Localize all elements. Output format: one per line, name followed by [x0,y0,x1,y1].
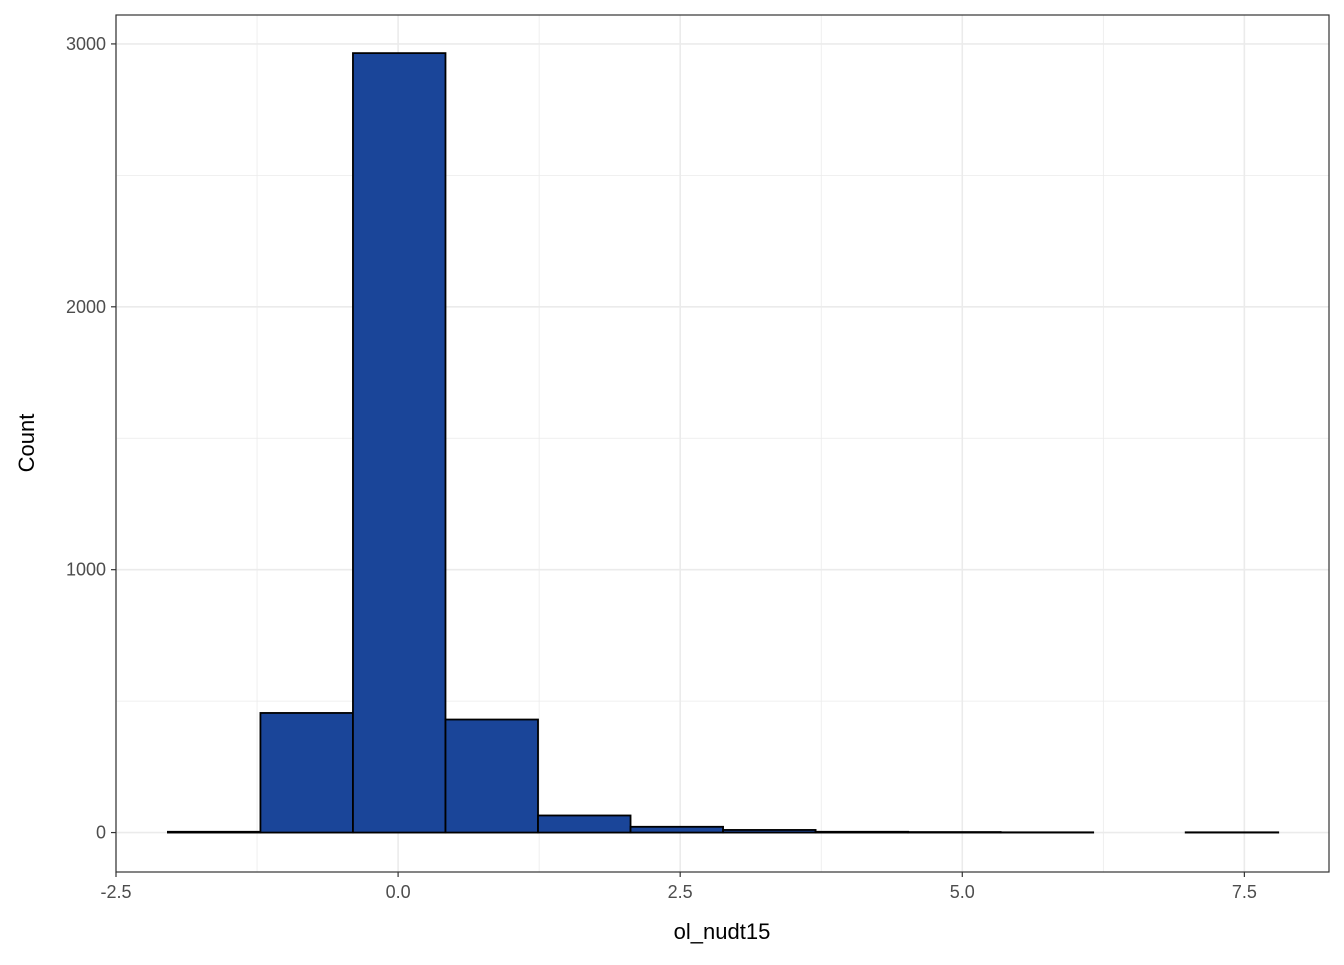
histogram-bar [260,713,353,833]
y-tick-label: 3000 [66,34,106,54]
histogram-bar [168,832,261,833]
ticks-layer: -2.5 0.0 2.5 5.0 7.5 0 1000 2000 3000 [66,34,1257,902]
y-axis-title: Count [14,414,39,473]
histogram-bar [723,830,816,833]
y-tick-label: 1000 [66,560,106,580]
histogram-bar [445,720,538,833]
histogram-bar [816,832,909,833]
histogram-bar [353,53,446,832]
x-tick-label: -2.5 [100,882,131,902]
x-tick-label: 7.5 [1232,882,1257,902]
x-tick-label: 5.0 [950,882,975,902]
x-axis-title: ol_nudt15 [674,919,771,944]
bars-layer [168,53,1278,832]
y-tick-label: 2000 [66,297,106,317]
x-tick-label: 2.5 [668,882,693,902]
histogram-bar [631,827,724,833]
x-tick-label: 0.0 [386,882,411,902]
histogram-bar [908,832,1001,833]
y-tick-label: 0 [96,823,106,843]
histogram-bar [538,815,631,832]
